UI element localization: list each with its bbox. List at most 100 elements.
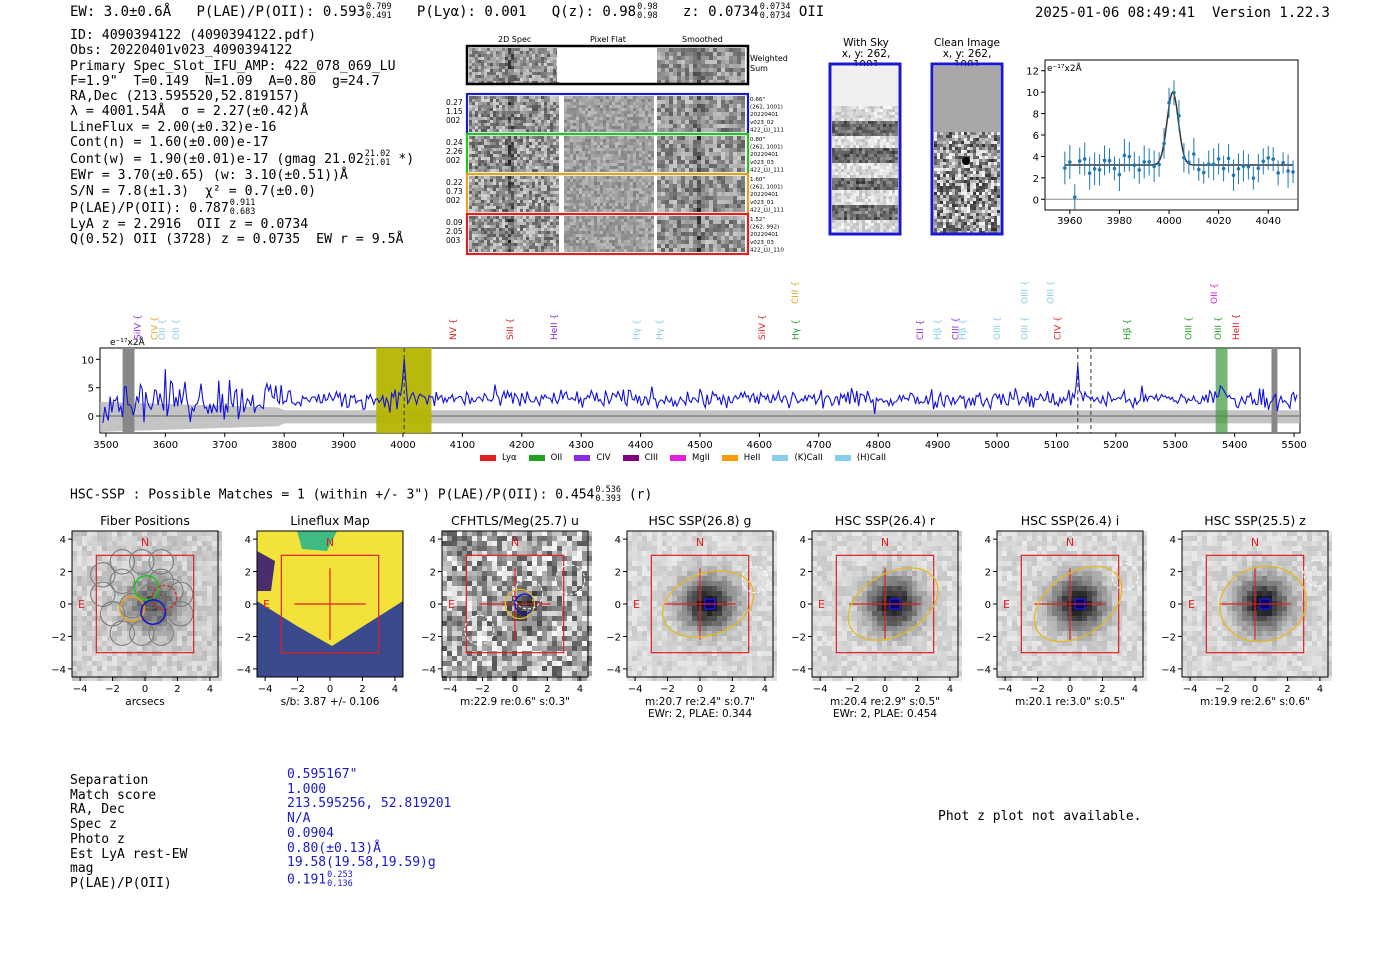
emission-line-label-text: OIII {: [1184, 316, 1194, 340]
info-ewr: EWr = 3.70(±0.65) (w: 3.10(±0.51))Å: [70, 168, 348, 184]
zoom-data-point: [1216, 157, 1221, 161]
fiber-circle: [148, 549, 174, 575]
panel-y-tick-label: −4: [976, 665, 991, 676]
panel-caption-line: m:20.1 re:3.0" s:0.5": [1015, 696, 1125, 708]
zoom-unit-label: e⁻¹⁷x2Å: [1047, 62, 1083, 74]
compass-north: N: [881, 536, 889, 549]
full-x-tick-label: 4100: [450, 440, 475, 451]
emission-line-zoom-plot: 3960 3980 4000 4020 4040 0 2 4 6 8 10 12 e⁻¹⁷x2Å: [1026, 59, 1299, 227]
full-y-tick-label: 5: [88, 384, 94, 395]
fiber-circle-orange: [119, 595, 145, 622]
panel-x-tick-label: 2: [729, 684, 735, 695]
summary-value: 0.595167": [287, 767, 358, 782]
full-x-tick-label: 4800: [865, 440, 890, 451]
emission-line-label: SiIV {: [133, 314, 143, 340]
cutout-row-right-label: v023_03: [750, 240, 774, 246]
zoom-y-tick-label: 0: [1033, 195, 1039, 206]
info-lambda: λ = 4001.54Å σ = 2.27(±0.42)Å: [70, 104, 309, 120]
full-x-tick-label: 3700: [212, 440, 237, 451]
fiber-circle: [148, 568, 174, 594]
full-x-tick-label: 4600: [747, 440, 772, 451]
legend-swatch: [528, 455, 545, 461]
compass-north: N: [511, 536, 519, 549]
panel-x-tick-label: 4: [1317, 684, 1323, 695]
emission-line-label: SiII {: [506, 318, 516, 340]
panel-y-tick-label: 0: [800, 600, 806, 611]
compass-east: E: [633, 598, 640, 611]
panel-x-tick-label: 0: [1252, 684, 1258, 695]
fiber-circle: [168, 581, 194, 607]
full-x-tick-label: 5300: [1163, 440, 1188, 451]
summary-value: 0.191 0.253 0.136: [287, 869, 353, 889]
compass-east: E: [818, 598, 825, 611]
zoom-x-tick-label: 4000: [1156, 216, 1181, 227]
cutout-row-right-label: 1.52": [750, 217, 765, 223]
zoom-data-point: [1241, 164, 1246, 168]
full-x-tick-label: 4300: [568, 440, 593, 451]
fiber-circle-blue: [140, 599, 167, 626]
zoom-data-point: [1177, 113, 1181, 118]
emission-line-label: OIII {: [1020, 280, 1030, 304]
cutout-row-right-label: (262, 1001): [750, 185, 783, 191]
panel-title: HSC SSP(26.8) g: [648, 513, 752, 528]
emission-line-label-text: OIII {: [993, 316, 1003, 340]
panel-y-tick-label: −4: [1161, 665, 1176, 676]
spectrum-legend: Lyα OII CIV CIII MgII HeII (K)CaII (H)CaII: [480, 446, 898, 465]
panel-title: Lineflux Map: [290, 513, 370, 528]
header-z: z: 0.0734: [682, 4, 759, 20]
full-x-tick-label: 5200: [1103, 440, 1128, 451]
panel-y-tick-label: 0: [60, 600, 66, 611]
zoom-data-point: [1266, 156, 1271, 160]
full-x-tick-label: 4900: [925, 440, 950, 451]
compass-north: N: [696, 536, 704, 549]
match-summary-values: 0.595167" 1.000 213.595256, 52.819201 N/A 0.…: [287, 767, 451, 889]
info-sn: S/N = 7.8(±1.3) χ² = 0.7(±0.0): [70, 183, 317, 199]
col-2d-spec-label: 2D Spec: [498, 35, 532, 44]
panel-caption: m:20.7 re:2.4" s:0.7" EWr: 2, PLAE: 0.344: [607, 696, 793, 720]
emission-line-label: CII {: [916, 320, 926, 340]
info-ftn: F=1.9" T=0.149 N=1.09 A=0.80 g=24.7: [70, 73, 380, 89]
emission-line-label: CIV {: [151, 316, 161, 340]
compass-north: N: [1251, 536, 1259, 549]
header-version: Version 1.22.3: [1211, 5, 1330, 21]
panel-caption-line: m:20.4 re:2.9" s:0.5": [830, 696, 940, 708]
cutout-row-left-label: 2.26: [446, 147, 463, 156]
compass-east: E: [448, 598, 455, 611]
emission-line-label-text: Hβ {: [934, 319, 944, 340]
masked-region: [1271, 348, 1278, 433]
imaging-panel: N E −4 −2 0 2 4 4 2 0 −2 −4: [421, 530, 592, 695]
emission-line-label-text: OII {: [158, 319, 168, 340]
match-summary-labels: Separation Match score RA, Dec Spec z Photo …: [70, 773, 187, 892]
header-qz: Q(z): 0.98: [551, 4, 637, 20]
panel-caption: m:20.4 re:2.9" s:0.5" EWr: 2, PLAE: 0.454: [792, 696, 978, 720]
fiber-circle: [90, 562, 116, 588]
panel-y-tick-label: 4: [430, 535, 436, 546]
zoom-data-point: [1201, 170, 1206, 175]
legend-item: CIII: [622, 453, 658, 463]
panel-caption-line: m:22.9 re:0.6" s:0.3": [460, 696, 570, 708]
emission-line-label-text: Hγ {: [656, 319, 666, 340]
cutout-row-left-label: 0.22: [446, 178, 463, 187]
legend-label: Lyα: [502, 453, 517, 463]
full-x-tick-label: 5100: [1044, 440, 1069, 451]
imaging-panel: N E −4 −2 0 2 4 4 2 0 −2 −4: [51, 530, 222, 695]
emission-line-label: HeII {: [1232, 314, 1242, 340]
info-contn: Cont(n) = 1.60(±0.00)e-17: [70, 135, 269, 151]
panel-y-tick-label: −2: [606, 632, 621, 643]
emission-line-label-text: OIII {: [1214, 316, 1224, 340]
panel-x-tick-label: 4: [947, 684, 953, 695]
aperture-box: [650, 554, 750, 654]
header-z-range: 0.0734 0.0734: [759, 2, 791, 21]
neighbor-circle: [555, 564, 586, 595]
panel-y-tick-label: −2: [51, 632, 66, 643]
summary-label: mag: [70, 861, 94, 877]
clean-image: [930, 62, 1004, 236]
zoom-data-point: [1077, 159, 1082, 163]
panel-caption-line: m:19.9 re:2.6" s:0.6": [1200, 696, 1310, 708]
galaxy-ellipse: [847, 567, 939, 641]
zoom-y-tick-label: 12: [1026, 67, 1039, 78]
full-x-tick-label: 3800: [271, 440, 296, 451]
panel-x-tick-label: 2: [914, 684, 920, 695]
